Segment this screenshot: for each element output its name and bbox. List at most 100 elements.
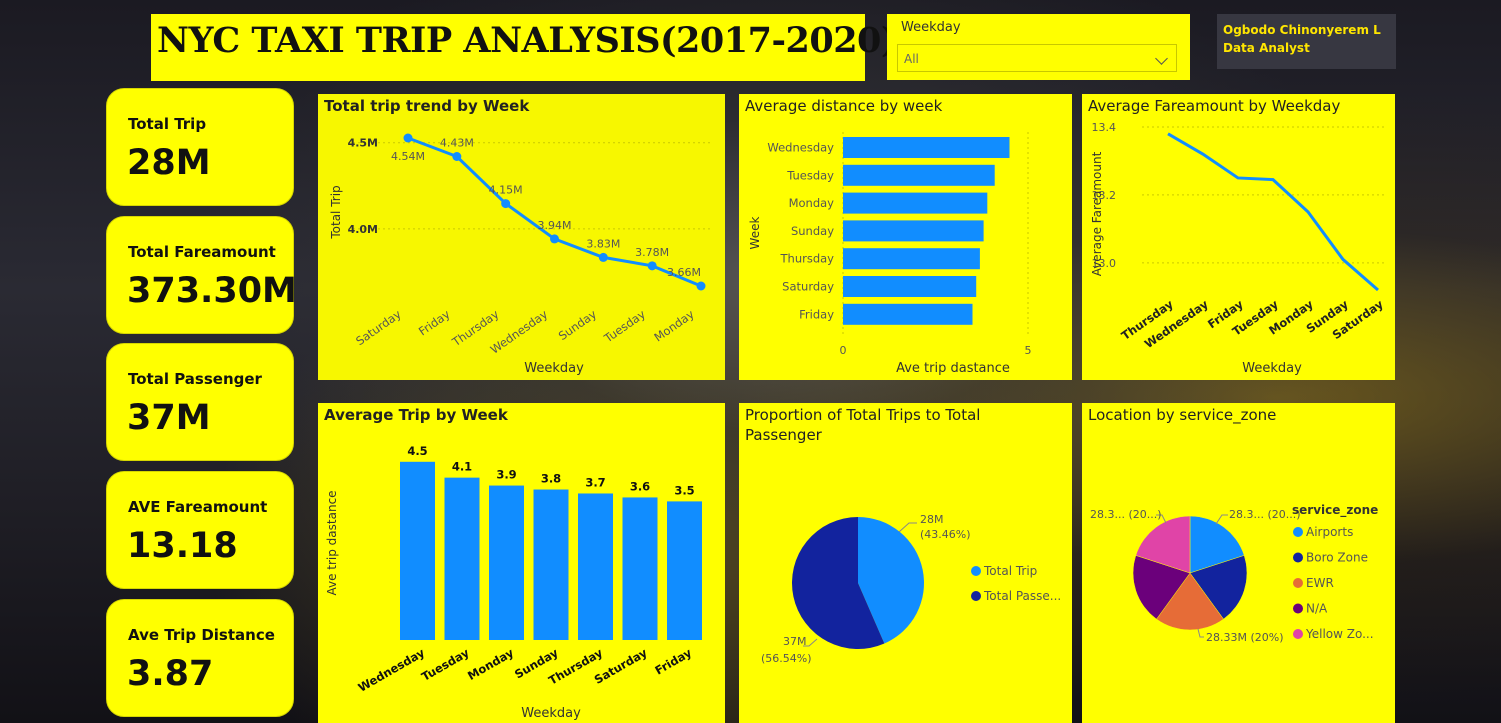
leader-line [1215, 514, 1228, 525]
leader-line [1156, 514, 1167, 524]
zone-chart: 28.3... (20...) 28.3... (20...) 28.33M (20… [1090, 503, 1378, 644]
data-label: 4.1 [452, 460, 472, 474]
data-label: 4.15M [489, 184, 523, 197]
legend-marker [1293, 629, 1303, 639]
legend-title: service_zone [1292, 503, 1378, 518]
data-point [501, 199, 511, 209]
kpi-label: AVE Fareamount [128, 498, 268, 516]
x-axis-label: Ave trip dastance [896, 361, 1010, 376]
x-tick-label: Monday [465, 645, 516, 683]
y-tick-label: Thursday [780, 252, 835, 266]
chart-title-line2: Passenger [745, 426, 822, 444]
bar [843, 164, 995, 186]
legend-marker [971, 566, 981, 576]
kpi-label: Total Fareamount [128, 243, 276, 261]
x-tick-label: Wednesday [356, 645, 428, 695]
data-point [403, 133, 413, 143]
y-tick-label: Wednesday [767, 141, 834, 155]
pie-slice [1132, 555, 1191, 620]
x-tick-label: Sunday [556, 307, 599, 343]
bar [533, 489, 569, 640]
trend-chart-panel[interactable]: Total trip trend by Week 4.0M 4.5M 4.54M Sa… [318, 94, 725, 380]
kpi-value: 37M [127, 398, 211, 438]
dropdown-value: All [904, 52, 919, 66]
data-label: 3.66M [667, 266, 701, 279]
bar [843, 276, 977, 297]
legend-marker [971, 591, 981, 601]
leader-line [1197, 628, 1204, 638]
x-tick-label: Tuesday [419, 645, 472, 684]
bar [400, 461, 435, 640]
zone-chart-panel[interactable]: Location by service_zone 28.3... (20...)… [1082, 403, 1395, 723]
data-label: 3.78M [635, 246, 669, 259]
avgtrip-chart-panel[interactable]: Average Trip by Week 4.5 Wednesday 4.1 Tues… [318, 403, 725, 723]
page-title: NYC TAXI TRIP ANALYSIS(2017-2020) [157, 20, 897, 61]
legend-label: Airports [1306, 525, 1353, 539]
data-label: (56.54%) [761, 652, 812, 665]
data-label: 3.6 [630, 479, 650, 493]
data-label: 37M [783, 635, 807, 648]
y-tick-label: Friday [799, 307, 834, 321]
y-tick-label: 13.0 [1092, 257, 1117, 270]
y-axis-label: Ave trip dastance [325, 490, 339, 595]
legend-label: Total Passe... [983, 589, 1061, 603]
bar [667, 501, 702, 640]
data-label: 3.9 [496, 468, 516, 482]
bar [843, 192, 988, 214]
pie-slice [792, 517, 885, 649]
kpi-card-ave-fareamount: AVE Fareamount 13.18 [106, 471, 294, 589]
y-tick-label: 4.5M [348, 137, 378, 150]
trend-chart: 4.0M4.5M4.54MSaturday4.43MFriday4.15MThu… [329, 133, 713, 376]
data-label: 3.5 [674, 483, 694, 497]
bar [843, 220, 984, 242]
kpi-card-total-trip: Total Trip 28M [106, 88, 294, 206]
data-label: 28.3... (20...) [1090, 508, 1162, 521]
bar [622, 497, 658, 640]
chart-title: Average distance by week [745, 97, 943, 115]
data-label: 4.54M [391, 150, 425, 163]
bar [489, 485, 524, 640]
data-point [598, 252, 608, 262]
x-tick-label: Tuesday [601, 307, 648, 346]
legend-label: EWR [1306, 576, 1334, 590]
leader-line [898, 522, 917, 533]
kpi-label: Total Passenger [128, 370, 262, 388]
data-point [647, 261, 657, 271]
kpi-card-total-fareamount: Total Fareamount 373.30M [106, 216, 297, 334]
bar [578, 493, 613, 640]
data-label: 3.8 [541, 472, 561, 486]
chart-title: Location by service_zone [1088, 406, 1277, 424]
data-label: 28.3... (20...) [1229, 508, 1301, 521]
proportion-chart-panel[interactable]: Proportion of Total Trips to Total Passe… [739, 403, 1072, 723]
x-tick-label: Friday [652, 645, 694, 677]
kpi-label: Ave Trip Distance [128, 626, 275, 644]
title-banner: NYC TAXI TRIP ANALYSIS(2017-2020) [151, 14, 897, 81]
bar [843, 248, 980, 270]
author-role: Data Analyst [1223, 41, 1310, 55]
chart-title: Total trip trend by Week [324, 97, 530, 115]
series-line [1167, 132, 1379, 292]
author-card: Ogbodo Chinonyerem L Data Analyst [1217, 14, 1396, 69]
bar [444, 477, 480, 640]
leader-line [803, 638, 818, 647]
chevron-down-icon[interactable] [1155, 52, 1168, 65]
data-point [696, 281, 706, 291]
legend-marker [1293, 603, 1303, 614]
kpi-value: 13.18 [127, 526, 238, 566]
bar [843, 303, 973, 325]
fare-chart-panel[interactable]: Average Fareamount by Weekday 13.0 13.2 13… [1082, 94, 1395, 380]
y-axis-label: Average Fareamount [1090, 151, 1104, 276]
pie-slice [1189, 515, 1245, 574]
author-name: Ogbodo Chinonyerem L [1223, 23, 1381, 37]
distance-chart-panel[interactable]: Average distance by week 0 5 Wednesday Tues… [739, 94, 1072, 380]
kpi-label: Total Trip [128, 115, 207, 133]
y-tick-label: Sunday [791, 224, 834, 238]
x-tick-label: 0 [840, 344, 847, 357]
legend-label: Yellow Zo... [1305, 627, 1374, 641]
pie-slice [1189, 555, 1248, 620]
y-tick-label: 4.0M [348, 223, 378, 236]
legend-label: N/A [1306, 602, 1328, 616]
data-label: 4.5 [407, 444, 427, 458]
weekday-dropdown[interactable]: All [897, 44, 1177, 72]
data-point [550, 234, 559, 244]
